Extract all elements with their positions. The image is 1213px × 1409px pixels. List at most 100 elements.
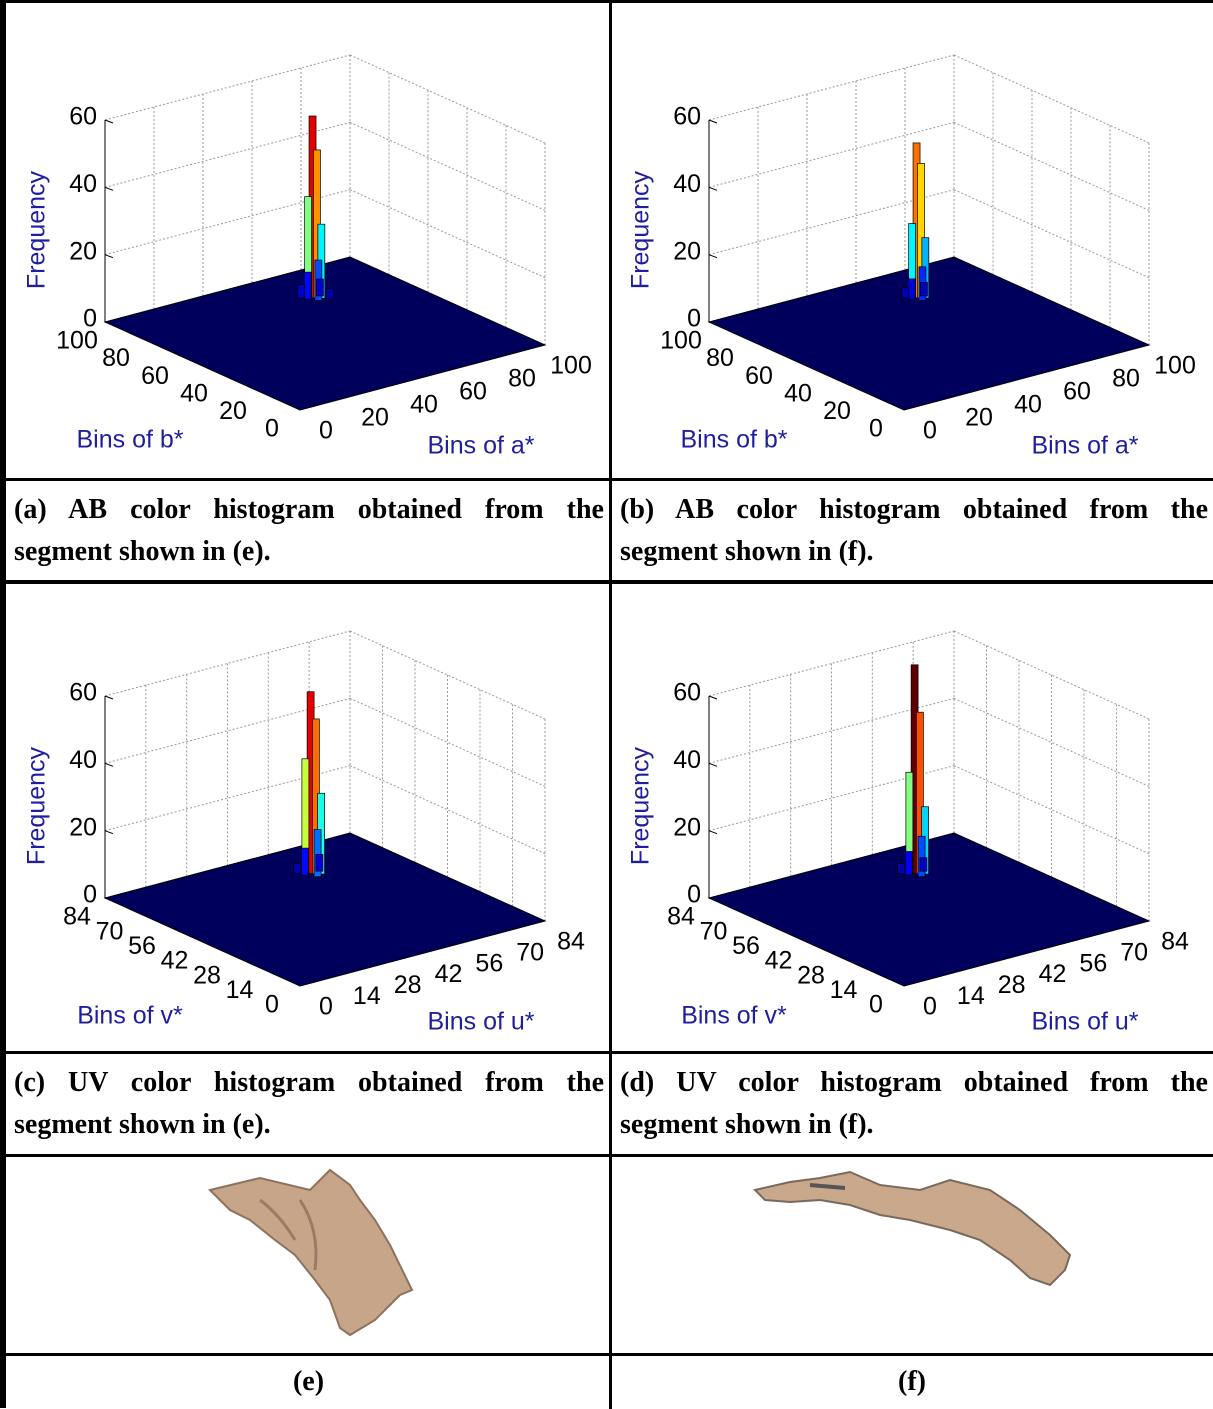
z-tick-label: 0 — [83, 881, 97, 909]
z-tick-label: 60 — [69, 103, 97, 131]
tick-mark — [104, 254, 114, 259]
x-tick-label: 28 — [998, 971, 1026, 999]
y-axis-label: Bins of b* — [680, 426, 787, 454]
x-tick-label: 14 — [353, 982, 381, 1010]
x-tick-label: 100 — [1154, 352, 1196, 380]
y-tick-label: 84 — [667, 903, 695, 931]
tick-mark — [104, 830, 114, 835]
z-tick-label: 20 — [69, 813, 97, 841]
y-tick-label: 0 — [265, 991, 279, 1019]
x-axis-label: Bins of a* — [1031, 432, 1138, 460]
z-tick-label: 60 — [673, 679, 701, 707]
segment-image — [208, 1168, 414, 1337]
y-tick-label: 14 — [830, 976, 858, 1004]
x-axis-label: Bins of u* — [427, 1008, 534, 1036]
tick-mark — [708, 762, 718, 767]
z-axis-label: Frequency — [23, 746, 51, 865]
z-tick-label: 40 — [69, 170, 97, 198]
bar — [297, 284, 306, 299]
z-axis-label: Frequency — [627, 746, 655, 865]
y-tick-label: 40 — [784, 379, 812, 407]
rule — [0, 1353, 1213, 1356]
tick-mark — [104, 186, 114, 191]
y-tick-label: 100 — [56, 327, 98, 355]
y-tick-label: 28 — [193, 961, 221, 989]
bar — [901, 287, 910, 299]
z-tick-label: 40 — [69, 746, 97, 774]
bar — [907, 278, 916, 300]
caption: (a) AB color histogram obtained from the… — [14, 494, 604, 567]
back-wall — [350, 55, 545, 345]
x-axis-label: Bins of a* — [427, 432, 534, 460]
tick-mark — [708, 119, 718, 124]
x-tick-label: 42 — [1039, 960, 1067, 988]
z-axis-label: Frequency — [627, 170, 655, 289]
y-tick-label: 56 — [128, 932, 156, 960]
y-tick-label: 42 — [161, 947, 189, 975]
z-tick-label: 0 — [687, 881, 701, 909]
bar — [315, 854, 324, 872]
y-tick-label: 60 — [141, 362, 169, 390]
y-tick-label: 70 — [700, 917, 728, 945]
x-tick-label: 60 — [459, 378, 487, 406]
tick-mark — [104, 695, 114, 700]
bar — [303, 271, 312, 300]
y-axis-label: Bins of b* — [76, 426, 183, 454]
x-tick-label: 0 — [923, 417, 937, 445]
x-tick-label: 70 — [1120, 938, 1148, 966]
y-tick-label: 80 — [102, 344, 130, 372]
tick-mark — [708, 254, 718, 259]
x-tick-label: 70 — [516, 938, 544, 966]
x-tick-label: 0 — [319, 417, 333, 445]
x-tick-label: 42 — [435, 960, 463, 988]
bar — [316, 278, 324, 297]
rule — [609, 0, 612, 1409]
bar — [897, 863, 906, 875]
z-tick-label: 0 — [83, 305, 97, 333]
back-wall — [954, 55, 1149, 345]
caption: (d) UV color histogram obtained from the… — [620, 1067, 1208, 1140]
y-tick-label: 28 — [797, 961, 825, 989]
z-tick-label: 20 — [673, 237, 701, 265]
x-tick-label: 56 — [475, 949, 503, 977]
tick-mark — [104, 119, 114, 124]
bar — [904, 851, 913, 876]
x-tick-label: 60 — [1063, 378, 1091, 406]
caption: (c) UV color histogram obtained from the… — [14, 1067, 604, 1140]
tick-mark — [708, 186, 718, 191]
back-wall — [709, 55, 954, 322]
tick-mark — [708, 695, 718, 700]
y-tick-label: 0 — [869, 415, 883, 443]
tick-mark — [708, 830, 718, 835]
z-tick-label: 20 — [69, 237, 97, 265]
x-tick-label: 100 — [550, 352, 592, 380]
x-tick-label: 0 — [319, 993, 333, 1021]
y-tick-label: 0 — [869, 991, 883, 1019]
tick-mark — [104, 762, 114, 767]
z-tick-label: 40 — [673, 746, 701, 774]
x-tick-label: 14 — [957, 982, 985, 1010]
segment-image — [753, 1170, 1072, 1287]
y-tick-label: 20 — [219, 397, 247, 425]
y-axis-label: Bins of v* — [681, 1002, 787, 1030]
y-tick-label: 70 — [96, 917, 124, 945]
rule — [0, 1154, 1213, 1157]
y-tick-label: 20 — [823, 397, 851, 425]
bar — [313, 829, 322, 878]
caption: (b) AB color histogram obtained from the… — [620, 494, 1208, 567]
bar — [326, 288, 334, 300]
x-tick-label: 84 — [1161, 928, 1189, 956]
floor — [103, 832, 547, 987]
x-tick-label: 28 — [394, 971, 422, 999]
y-tick-label: 14 — [226, 976, 254, 1004]
y-tick-label: 84 — [63, 903, 91, 931]
floor — [707, 832, 1151, 987]
x-tick-label: 80 — [1112, 365, 1140, 393]
y-tick-label: 40 — [180, 379, 208, 407]
z-tick-label: 0 — [687, 305, 701, 333]
rule — [0, 1051, 1213, 1054]
